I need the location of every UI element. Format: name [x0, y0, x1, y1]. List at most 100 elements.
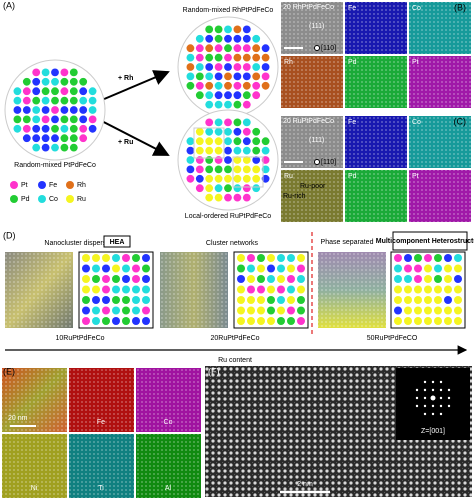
- atom: [112, 296, 120, 304]
- atom: [237, 275, 245, 283]
- atom: [252, 34, 261, 43]
- atom: [92, 317, 100, 325]
- atom: [434, 285, 442, 294]
- atom: [257, 254, 265, 262]
- label: + Ru: [118, 139, 133, 146]
- atom: [22, 96, 31, 105]
- atom: [414, 317, 422, 325]
- map-texture: [409, 56, 471, 108]
- atom: [195, 127, 204, 136]
- atom: [122, 285, 130, 294]
- atom: [394, 264, 402, 273]
- atom: [224, 81, 232, 90]
- map-texture: [281, 56, 343, 108]
- atom: [434, 264, 442, 273]
- atom: [214, 118, 223, 127]
- fft-spot: [423, 388, 427, 392]
- map-texture: [281, 170, 343, 222]
- atom: [205, 193, 214, 202]
- atom: [195, 53, 204, 62]
- atom: [22, 77, 31, 86]
- atom: [233, 44, 242, 53]
- atom: [79, 106, 88, 114]
- atom: [102, 264, 110, 273]
- fft-spot: [447, 388, 451, 392]
- label: Multicomponent Heterostructure: [376, 238, 474, 245]
- zone-symbol: [314, 159, 320, 165]
- atom: [13, 115, 22, 124]
- legend-label: Pt: [21, 182, 28, 189]
- atom: [122, 254, 130, 262]
- label: 20 RuPtPdFeCo: [283, 118, 334, 125]
- atom: [267, 275, 275, 283]
- atom: [434, 317, 442, 325]
- atom: [122, 275, 130, 283]
- label: + Rh: [118, 75, 133, 82]
- atom: [205, 165, 214, 174]
- atom: [214, 72, 223, 81]
- atom: [252, 91, 261, 100]
- fft-spot: [415, 396, 419, 400]
- atom: [454, 254, 462, 262]
- legend-label: Rh: [77, 182, 86, 189]
- atom: [132, 264, 140, 273]
- atom: [79, 124, 88, 133]
- atom: [224, 156, 232, 164]
- atom: [79, 115, 88, 124]
- atom: [195, 174, 204, 183]
- atom: [214, 174, 223, 183]
- atom: [394, 275, 402, 283]
- atom: [394, 285, 402, 294]
- label: Phase separated: [321, 239, 374, 246]
- atom: [257, 264, 265, 273]
- atom: [454, 264, 462, 273]
- atom: [214, 193, 223, 202]
- atom: [132, 254, 140, 262]
- atom: [394, 296, 402, 304]
- atom: [88, 115, 97, 124]
- atom: [41, 87, 50, 96]
- atom: [424, 296, 432, 304]
- atom: [224, 91, 232, 100]
- atom: [13, 96, 22, 105]
- atom: [454, 275, 462, 283]
- map-label: Ru: [284, 173, 293, 180]
- atom: [102, 317, 110, 325]
- atom: [297, 306, 305, 315]
- atom: [297, 275, 305, 283]
- atom: [32, 115, 41, 124]
- atom: [112, 285, 120, 294]
- atom: [214, 184, 223, 193]
- atom: [242, 174, 251, 183]
- atom: [92, 264, 100, 273]
- atom: [247, 317, 255, 325]
- atom: [252, 44, 261, 53]
- atom: [297, 317, 305, 325]
- fft-spot: [431, 388, 435, 392]
- fft-spot: [423, 404, 427, 408]
- label: 10RuPtPdFeCo: [55, 335, 104, 342]
- atom: [287, 296, 295, 304]
- map-texture: [136, 368, 201, 432]
- map-label: Rh: [284, 59, 293, 66]
- label: (B): [454, 2, 466, 12]
- atom: [414, 275, 422, 283]
- atom: [277, 306, 285, 315]
- atom: [41, 143, 50, 152]
- atom: [142, 306, 150, 315]
- atom: [186, 81, 195, 90]
- atom: [92, 285, 100, 294]
- atom: [233, 25, 242, 34]
- fft-spot: [415, 388, 419, 392]
- label: Z=[001]: [421, 428, 445, 435]
- atom: [195, 72, 204, 81]
- atom: [434, 254, 442, 262]
- atom: [424, 285, 432, 294]
- atom: [233, 72, 242, 81]
- atom: [22, 134, 31, 143]
- atom: [233, 165, 242, 174]
- atom: [60, 87, 69, 96]
- atom: [261, 156, 270, 164]
- label: (F): [208, 366, 220, 376]
